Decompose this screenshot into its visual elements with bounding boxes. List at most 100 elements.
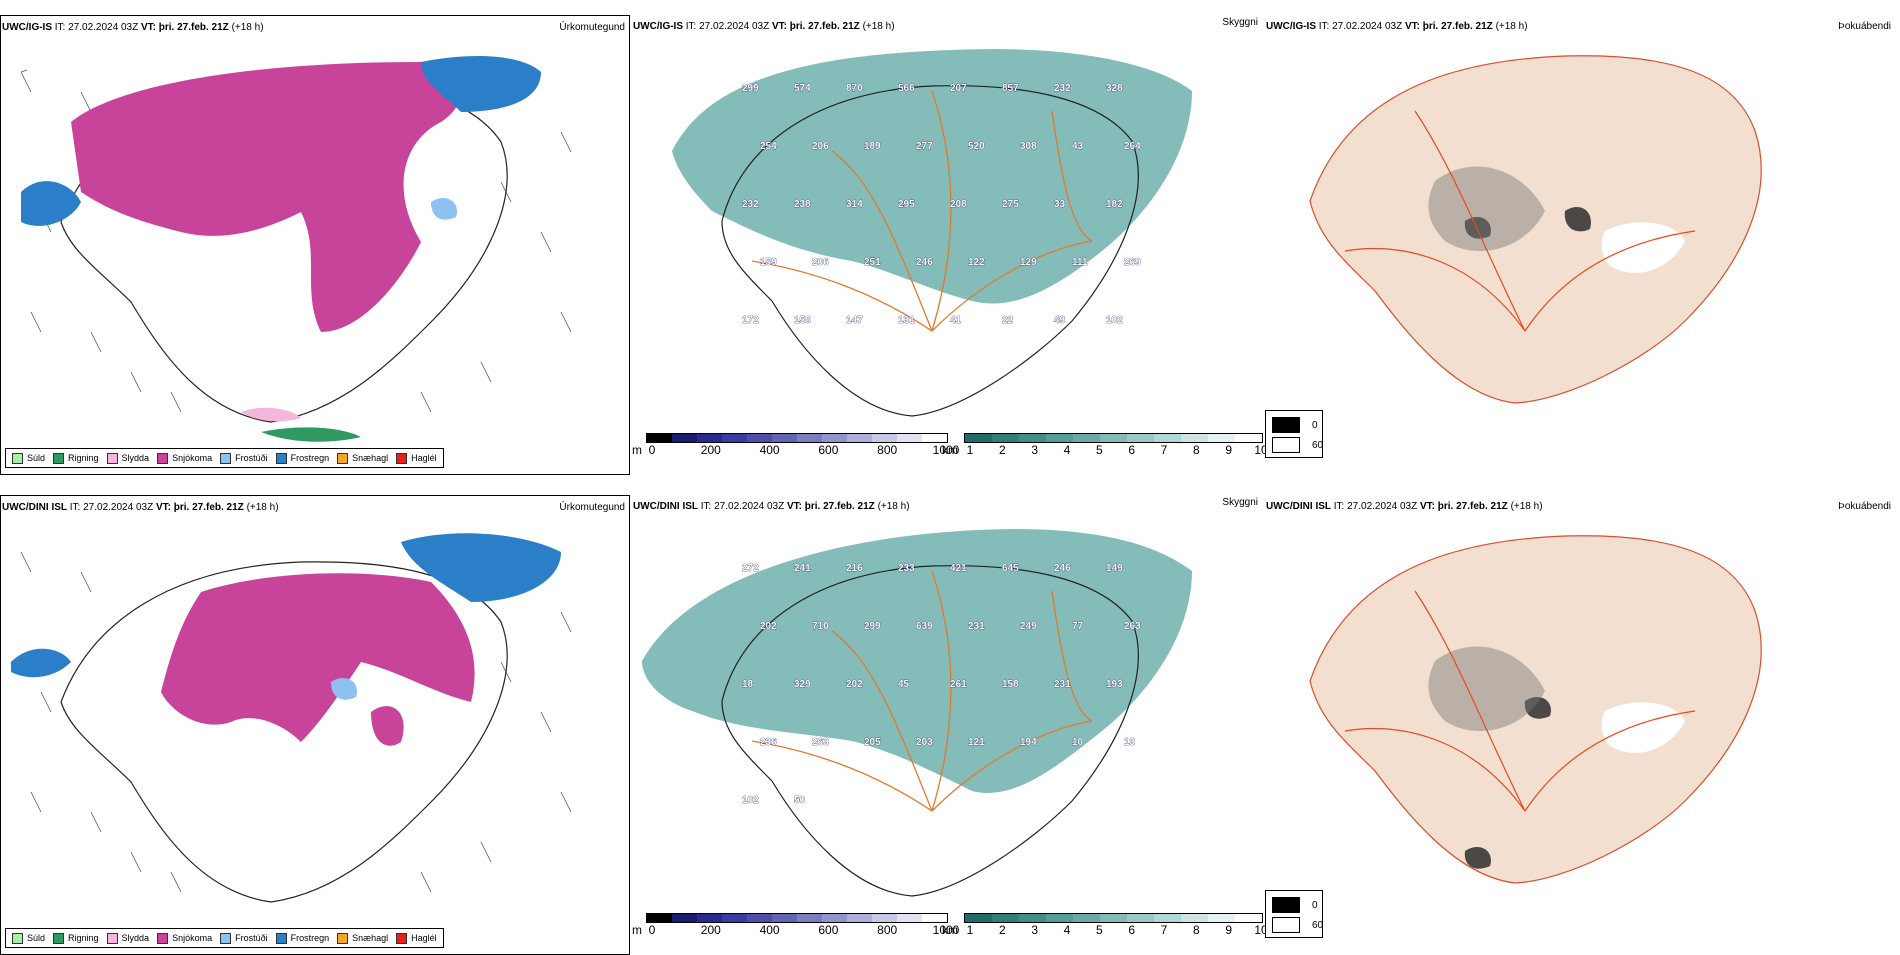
colorbar-segment: [897, 914, 922, 922]
ceiling-labels: 272 241 216 233 421 645 246 149 202 710 299 639 231 2…: [742, 563, 1142, 807]
legend-item: Frostúði: [220, 452, 268, 464]
fog-map-2: [1309, 535, 1762, 884]
ceiling-label: 158: [794, 315, 811, 326]
ceiling-label: 49: [1054, 315, 1066, 326]
colorbar-tick-label: 4: [1063, 443, 1071, 457]
colorbar-segment: [1208, 914, 1235, 922]
legend-swatch: [337, 452, 349, 464]
ceiling-label: 264: [1124, 141, 1141, 152]
colorbar-tick-label: 6: [1128, 443, 1135, 457]
fog-panel-1: UWC/IG-IS IT: 27.02.2024 03Z VT: þri. 27…: [1265, 15, 1895, 475]
ceiling-label: 41: [950, 315, 962, 326]
legend-item: Frostúði: [220, 932, 268, 944]
ceiling-label: 269: [1124, 257, 1141, 268]
fog-swatch: [1272, 897, 1300, 913]
colorbar-segment: [797, 434, 822, 442]
legend-item: Haglél: [396, 932, 437, 944]
precip-title-2: Úrkomutegund: [559, 502, 625, 513]
colorbar-segment: [1181, 434, 1208, 442]
colorbar-tick-label: 5: [1095, 443, 1103, 457]
ceiling-label: 299: [864, 621, 881, 632]
colorbar-tick-label: 9: [1225, 923, 1232, 937]
fog-panel-2: UWC/DINI ISL IT: 27.02.2024 03Z VT: þri.…: [1265, 495, 1895, 955]
colorbar-segment: [1154, 434, 1181, 442]
freezing-rain-west: [21, 181, 81, 226]
colorbar-tick-label: 0: [648, 443, 656, 457]
rain-patch: [261, 427, 361, 442]
legend-item: Snjókoma: [157, 452, 212, 464]
ceiling-label: 172: [742, 315, 759, 326]
ceiling-label: 232: [742, 199, 759, 210]
fog-clear-area: [1601, 702, 1685, 753]
fog-legend-row: 60: [1272, 437, 1323, 453]
low-visibility-area: [642, 529, 1192, 793]
vis-title-2: Skyggni: [1222, 497, 1258, 508]
colorbar-segment: [847, 914, 872, 922]
visibility-unit: km: [942, 443, 958, 457]
ceiling-label: 193: [1106, 679, 1123, 690]
fog-clear-area: [1601, 222, 1685, 273]
ceiling-label: 238: [794, 199, 811, 210]
legend-item: Snjókoma: [157, 932, 212, 944]
visibility-panel-1: UWC/IG-IS IT: 27.02.2024 03Z VT: þri. 27…: [632, 15, 1268, 475]
ceiling-label: 520: [968, 141, 985, 152]
colorbar-segment: [1181, 914, 1208, 922]
colorbar-segment: [647, 434, 672, 442]
colorbar-segment: [922, 434, 947, 442]
colorbar-segment: [1235, 914, 1262, 922]
ceiling-label: 308: [1020, 141, 1037, 152]
ceiling-label: 33: [1054, 199, 1066, 210]
colorbar-segment: [797, 914, 822, 922]
ceiling-label: 639: [916, 621, 933, 632]
coastline: [721, 85, 1139, 417]
ceiling-unit: m: [632, 443, 642, 457]
ceiling-label: 710: [812, 621, 829, 632]
freezing-drizzle-patch: [431, 197, 457, 220]
colorbar-segment: [1046, 434, 1073, 442]
visibility-map-2: 272 241 216 233 421 645 246 149 202 710 299 639 231 2…: [642, 529, 1192, 897]
colorbar-segment: [1235, 434, 1262, 442]
colorbar-segment: [1100, 914, 1127, 922]
ceiling-label: 10: [1072, 737, 1084, 748]
snowfall-south: [371, 706, 404, 746]
colorbar-segment: [1073, 914, 1100, 922]
colorbar-segment: [965, 434, 992, 442]
colorbar-segment: [1019, 434, 1046, 442]
colorbar-tick-label: 2: [998, 923, 1006, 937]
ceiling-label: 275: [1002, 199, 1019, 210]
colorbar-segment: [1127, 914, 1154, 922]
vis-title-1: Skyggni: [1222, 17, 1258, 28]
legend-item: Haglél: [396, 452, 437, 464]
legend-swatch: [275, 932, 287, 944]
colorbar-tick-label: 400: [759, 923, 780, 937]
ceiling-label: 122: [968, 257, 985, 268]
colorbar-segment: [747, 434, 772, 442]
low-visibility-area: [672, 49, 1192, 304]
colorbar-tick-label: 6: [1128, 923, 1135, 937]
colorbar-tick-label: 200: [700, 443, 721, 457]
precip-map-1: [20, 56, 572, 442]
colorbar-segment: [872, 914, 897, 922]
visibility-strip: [964, 913, 1263, 923]
ceiling-label: 147: [846, 315, 863, 326]
road-network: [1344, 590, 1696, 812]
fog-swatch: [1272, 417, 1300, 433]
legend-item: Snæhagl: [337, 932, 388, 944]
snowfall-region: [161, 573, 475, 742]
colorbar-segment: [822, 914, 847, 922]
ceiling-labels: 299 574 870 566 207 857 232 328 254 206 189 277 520 3…: [742, 83, 1142, 327]
ceiling-label: 158: [1002, 679, 1019, 690]
legend-swatch: [53, 452, 65, 464]
legend-item: Rigning: [53, 452, 99, 464]
colorbar-tick-label: 0: [648, 923, 656, 937]
colorbar-segment: [772, 434, 797, 442]
ceiling-label: 206: [812, 141, 829, 152]
fog-legend-2: 0 60: [1265, 890, 1323, 938]
colorbar-segment: [1208, 434, 1235, 442]
colorbar-segment: [847, 434, 872, 442]
colorbar-tick-label: 1000: [932, 443, 960, 457]
colorbar-segment: [672, 434, 697, 442]
colorbar-segment: [872, 434, 897, 442]
land-area: [1309, 55, 1762, 404]
colorbar-tick-label: 1: [966, 923, 974, 937]
